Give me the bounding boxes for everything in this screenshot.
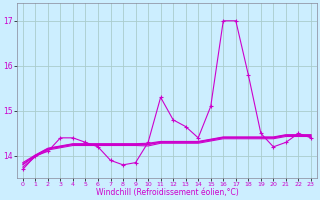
X-axis label: Windchill (Refroidissement éolien,°C): Windchill (Refroidissement éolien,°C) <box>96 188 238 197</box>
